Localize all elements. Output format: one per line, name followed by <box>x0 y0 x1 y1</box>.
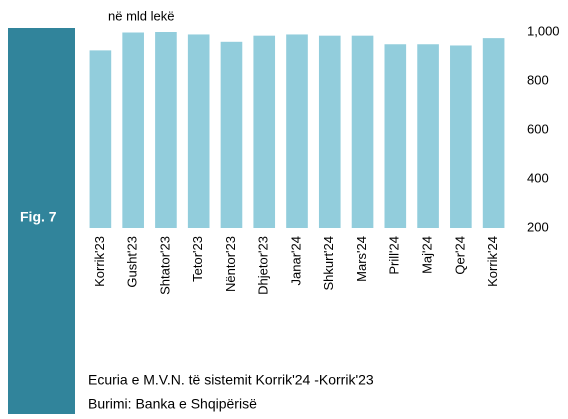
y-tick-label: 800 <box>527 72 549 87</box>
bar <box>253 35 276 228</box>
bar <box>351 35 374 228</box>
x-tick-label: Gusht'23 <box>125 236 140 288</box>
x-tick-label: Shkurt'24 <box>321 236 336 291</box>
y-tick-label: 1,000 <box>527 23 560 38</box>
x-tick-label: Korrik'23 <box>92 236 107 287</box>
y-tick-label: 400 <box>527 170 549 185</box>
source: Burimi: Banka e Shqipërisë <box>88 396 257 412</box>
bar <box>122 32 144 228</box>
x-tick-label: Nëntor'23 <box>223 236 238 292</box>
x-tick-label: Qer'24 <box>452 236 467 275</box>
x-tick-label: Janar'24 <box>288 236 303 285</box>
y-tick-label: 200 <box>527 219 549 234</box>
x-tick-label: Shtator'23 <box>157 236 172 295</box>
x-tick-label: Korrik'24 <box>485 236 500 287</box>
bar <box>450 45 472 228</box>
bar <box>318 35 341 228</box>
x-tick-label: Mars'24 <box>354 236 369 282</box>
x-tick-label: Maj'24 <box>420 236 435 274</box>
caption: Ecuria e M.V.N. të sistemit Korrik'24 -K… <box>88 372 374 388</box>
x-tick-label: Dhjetor'23 <box>256 236 271 295</box>
bar <box>187 34 210 229</box>
bar <box>89 50 112 228</box>
bar <box>286 34 308 229</box>
unit-label: në mld lekë <box>108 8 174 23</box>
bar <box>384 44 407 228</box>
sidebar <box>8 28 75 414</box>
y-tick-label: 600 <box>527 121 549 136</box>
bar <box>482 38 505 228</box>
bar <box>417 44 439 228</box>
figure-label: Fig. 7 <box>20 209 57 225</box>
x-tick-label: Prill'24 <box>387 236 402 275</box>
x-tick-label: Tetor'23 <box>190 236 205 282</box>
bar <box>155 32 177 228</box>
bar <box>220 41 243 228</box>
